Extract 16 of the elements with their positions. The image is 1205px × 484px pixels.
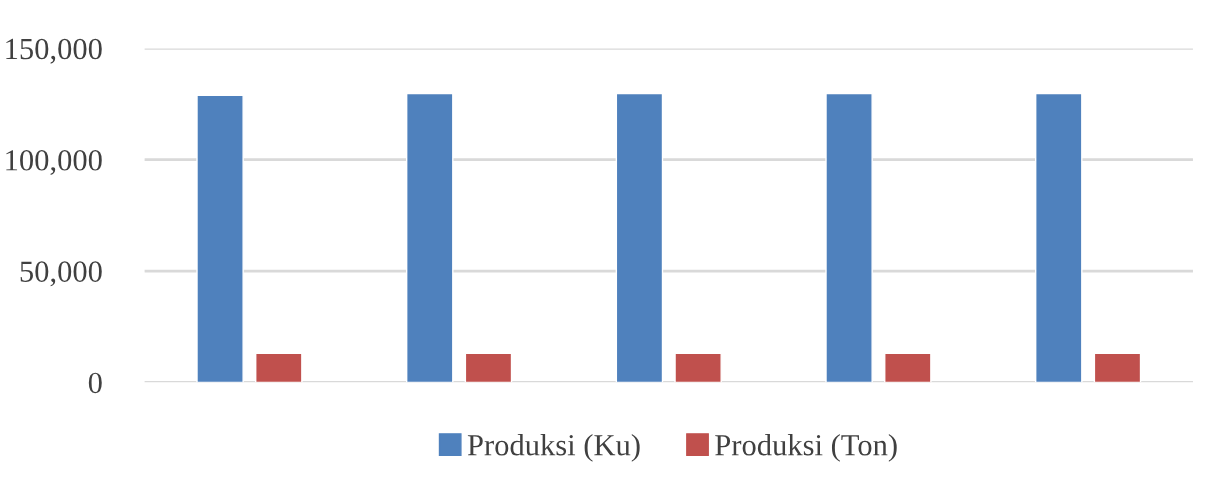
bar <box>1035 92 1083 383</box>
bar <box>615 92 664 383</box>
y-tick-label: 100,000 <box>6 150 102 176</box>
legend-label: Produksi (Ton) <box>715 434 897 462</box>
bar <box>884 352 932 383</box>
legend-label: Produksi (Ku) <box>467 434 640 462</box>
y-tick-label: 0 <box>88 372 102 394</box>
bar <box>405 92 454 383</box>
bar <box>255 352 303 383</box>
y-tick-label: 150,000 <box>6 38 102 64</box>
bar <box>674 352 722 383</box>
bar <box>825 92 873 383</box>
bar <box>464 352 513 383</box>
y-tick-label: 50,000 <box>20 261 102 287</box>
bar <box>1093 352 1142 383</box>
bar <box>196 94 244 383</box>
